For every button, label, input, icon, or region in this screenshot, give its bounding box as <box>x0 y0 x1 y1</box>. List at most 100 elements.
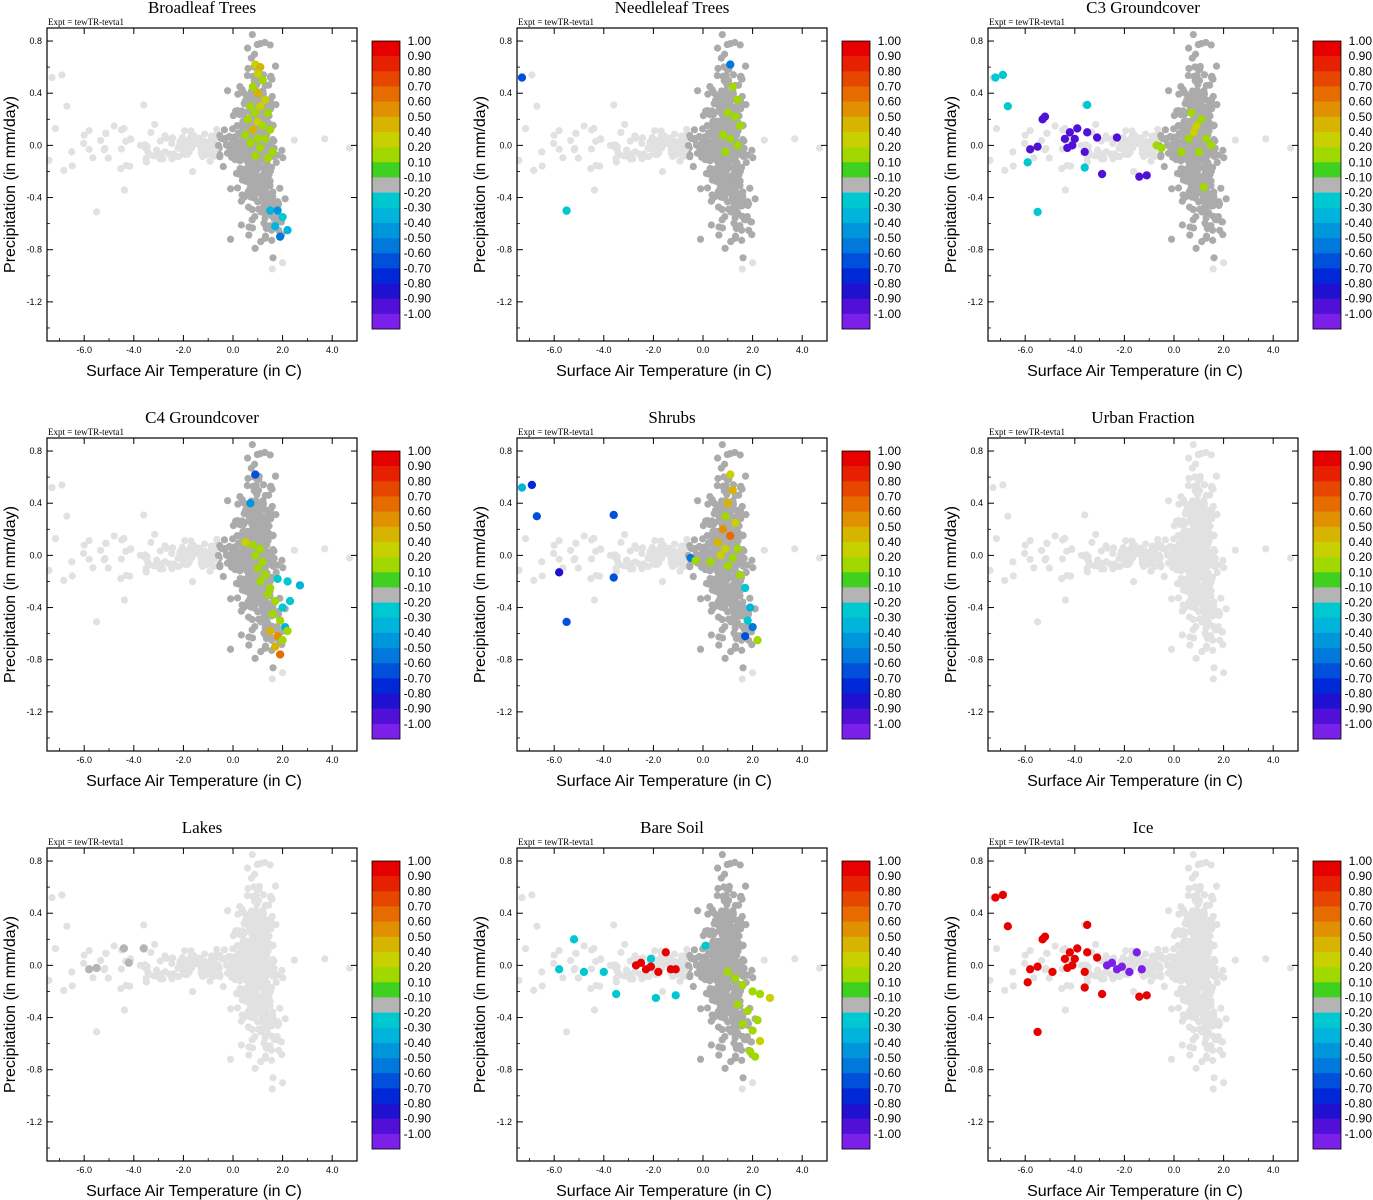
background-point <box>530 576 538 584</box>
colorbar-label: 0.90 <box>878 459 902 473</box>
colorbar-segment <box>372 466 400 482</box>
colorbar-label: -0.80 <box>874 277 902 291</box>
background-point <box>1220 154 1228 162</box>
background-point <box>726 450 734 458</box>
colorbar-segment <box>372 632 400 649</box>
background-point <box>1206 105 1214 113</box>
background-point <box>718 615 726 624</box>
background-point <box>555 537 563 545</box>
background-point <box>227 185 235 193</box>
background-point <box>1213 158 1221 167</box>
background-point <box>1202 157 1210 165</box>
background-point <box>1203 593 1211 602</box>
background-point <box>1061 186 1069 194</box>
background-point <box>1178 631 1186 639</box>
colorbar-segment <box>372 602 400 619</box>
background-point <box>269 562 277 570</box>
data-point <box>243 115 253 124</box>
background-point <box>279 564 287 572</box>
background-point <box>238 165 246 173</box>
data-point <box>609 573 618 582</box>
background-point <box>574 154 582 162</box>
background-point <box>269 664 277 672</box>
background-point <box>80 131 88 139</box>
background-point <box>717 464 725 472</box>
background-point <box>1286 554 1295 562</box>
colorbar-segment <box>1313 481 1341 497</box>
background-point <box>550 131 558 139</box>
background-point <box>699 521 707 530</box>
background-point <box>1185 92 1193 100</box>
data-point <box>283 626 292 636</box>
y-tick-label: 0.4 <box>29 498 42 508</box>
colorbar-label: 1.00 <box>878 34 902 48</box>
background-point <box>736 532 744 540</box>
background-point <box>248 634 257 642</box>
background-point <box>1185 517 1194 525</box>
x-tick-label: -2.0 <box>646 755 662 765</box>
colorbar-label: 0.70 <box>878 79 902 93</box>
background-point <box>1202 208 1210 216</box>
background-point <box>1185 527 1193 535</box>
background-point <box>93 208 101 216</box>
background-point <box>256 450 264 458</box>
colorbar-label: 0.50 <box>408 520 432 534</box>
data-point <box>1003 102 1012 111</box>
background-point <box>555 127 563 135</box>
background-point <box>266 72 275 81</box>
background-point <box>279 669 287 677</box>
colorbar-segment <box>1313 162 1341 178</box>
background-point <box>187 127 195 135</box>
background-point <box>670 130 679 138</box>
colorbar-label: 0.50 <box>878 110 902 124</box>
background-point <box>720 569 728 577</box>
background-point <box>1207 122 1215 130</box>
background-point <box>1286 144 1295 152</box>
plot-area <box>47 850 354 1093</box>
background-point <box>1184 44 1193 52</box>
background-point <box>1219 146 1227 154</box>
colorbar-label: 0.10 <box>408 155 432 169</box>
background-point <box>1102 542 1110 550</box>
background-point <box>708 165 716 173</box>
background-point <box>168 549 176 557</box>
background-point <box>250 558 258 566</box>
background-point <box>1190 548 1198 556</box>
background-point <box>590 186 598 194</box>
background-point <box>736 451 744 459</box>
colorbar-segment <box>1313 632 1341 649</box>
background-point <box>1215 200 1224 208</box>
colorbar-segment <box>842 177 870 193</box>
background-point <box>720 533 728 541</box>
colorbar-segment <box>372 587 400 603</box>
background-point <box>1177 139 1185 147</box>
background-point <box>612 564 620 573</box>
background-point <box>216 563 224 571</box>
background-point <box>93 618 101 626</box>
background-point <box>1026 127 1034 135</box>
data-point <box>251 108 260 117</box>
background-point <box>1185 474 1193 483</box>
data-point <box>278 603 287 612</box>
background-point <box>704 90 712 98</box>
data-point <box>1083 100 1092 110</box>
data-point <box>263 590 272 599</box>
colorbar-label: 0.60 <box>408 505 432 519</box>
background-point <box>228 554 236 562</box>
x-tick-label: 2.0 <box>1217 755 1230 765</box>
background-point <box>268 502 276 511</box>
background-point <box>713 44 722 52</box>
background-point <box>233 532 241 540</box>
background-point <box>1160 162 1168 171</box>
background-point <box>1197 40 1205 48</box>
data-point <box>726 531 735 540</box>
background-point <box>1164 87 1173 95</box>
background-point <box>1196 594 1205 603</box>
background-point <box>538 148 546 156</box>
background-point <box>243 864 252 872</box>
colorbar-label: -0.60 <box>1345 656 1373 670</box>
colorbar-frame <box>841 450 871 740</box>
background-point <box>255 534 264 542</box>
background-point <box>717 54 725 62</box>
